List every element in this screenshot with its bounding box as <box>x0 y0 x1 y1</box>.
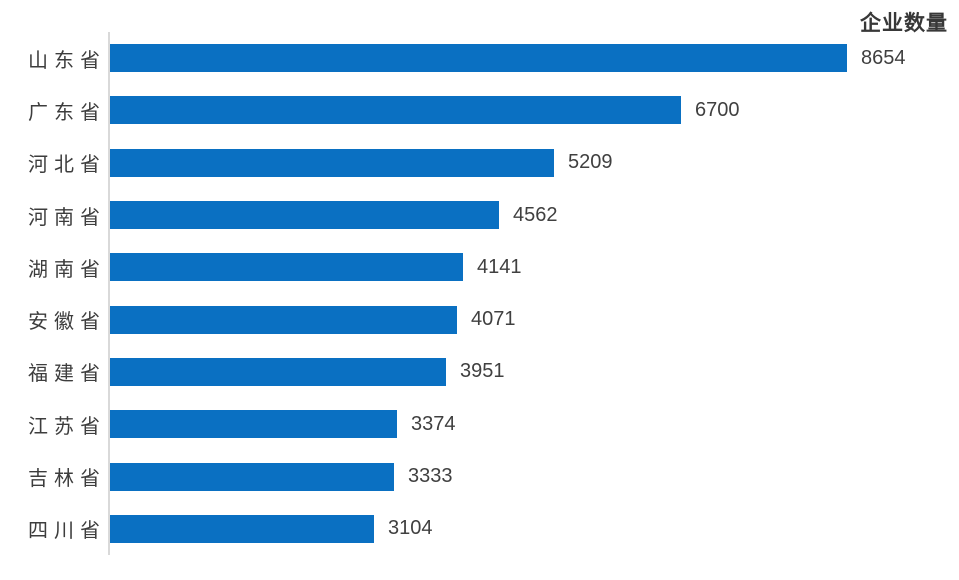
bar <box>110 201 499 230</box>
value-label: 3951 <box>460 360 505 383</box>
value-label: 8654 <box>861 46 906 69</box>
value-label: 3104 <box>388 517 433 540</box>
category-label: 四川省 <box>28 520 106 543</box>
category-label: 河北省 <box>28 154 106 177</box>
bar <box>110 462 394 491</box>
chart-title: 企业数量 <box>860 12 948 35</box>
bar <box>110 253 463 282</box>
bar <box>110 96 681 125</box>
bar <box>110 305 457 334</box>
value-label: 4071 <box>471 308 516 331</box>
bar-row: 福建省 3951 <box>0 346 959 398</box>
value-label: 4141 <box>477 255 522 278</box>
category-label: 山东省 <box>28 49 106 72</box>
bar-row: 吉林省 3333 <box>0 450 959 502</box>
value-label: 6700 <box>695 98 740 121</box>
bar <box>110 148 554 177</box>
plot-rows: 山东省 8654 广东省 6700 河北省 5209 河南省 4562 湖南省 4141 安徽省 40… <box>0 32 959 555</box>
bar-row: 广东省 6700 <box>0 84 959 136</box>
category-label: 福建省 <box>28 363 106 386</box>
value-label: 3333 <box>408 465 453 488</box>
bar-row: 山东省 8654 <box>0 32 959 84</box>
y-axis-line <box>108 32 110 555</box>
bar-row: 安徽省 4071 <box>0 293 959 345</box>
value-label: 3374 <box>411 412 456 435</box>
bar <box>110 357 446 386</box>
bar-row: 河南省 4562 <box>0 189 959 241</box>
bar-row: 江苏省 3374 <box>0 398 959 450</box>
category-label: 安徽省 <box>28 311 106 334</box>
value-label: 4562 <box>513 203 558 226</box>
bar-row: 河北省 5209 <box>0 137 959 189</box>
category-label: 河南省 <box>28 206 106 229</box>
category-label: 湖南省 <box>28 258 106 281</box>
category-label: 广东省 <box>28 101 106 124</box>
category-label: 江苏省 <box>28 415 106 438</box>
bar <box>110 44 847 73</box>
bar-row: 湖南省 4141 <box>0 241 959 293</box>
bar <box>110 410 397 439</box>
category-label: 吉林省 <box>28 468 106 491</box>
bar <box>110 514 374 543</box>
bar-row: 四川省 3104 <box>0 503 959 555</box>
value-label: 5209 <box>568 151 613 174</box>
